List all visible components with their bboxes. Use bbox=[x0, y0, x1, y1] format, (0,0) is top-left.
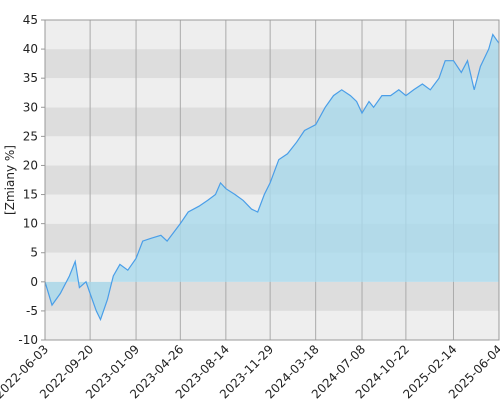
grid-band bbox=[45, 310, 499, 340]
y-tick-label: 25 bbox=[23, 129, 38, 143]
y-tick-label: 15 bbox=[23, 188, 38, 202]
y-tick-label: 10 bbox=[23, 217, 38, 231]
y-tick-label: 20 bbox=[23, 158, 38, 172]
plot-border bbox=[44, 19, 500, 341]
y-tick-label: -10 bbox=[18, 333, 38, 347]
y-tick-label: 0 bbox=[30, 275, 38, 289]
y-tick-label: 30 bbox=[23, 100, 38, 114]
y-tick-label: 40 bbox=[23, 42, 38, 56]
y-axis-label: [Zmiany %] bbox=[3, 145, 17, 215]
y-tick-label: 35 bbox=[23, 71, 38, 85]
area bbox=[45, 34, 499, 320]
line bbox=[44, 33, 500, 322]
grid-band bbox=[45, 20, 499, 50]
grid-band bbox=[45, 281, 499, 311]
grid-band bbox=[45, 49, 499, 79]
y-tick-label: 45 bbox=[23, 13, 38, 27]
y-tick-label: 5 bbox=[30, 246, 38, 260]
y-tick-label: -5 bbox=[26, 304, 38, 318]
